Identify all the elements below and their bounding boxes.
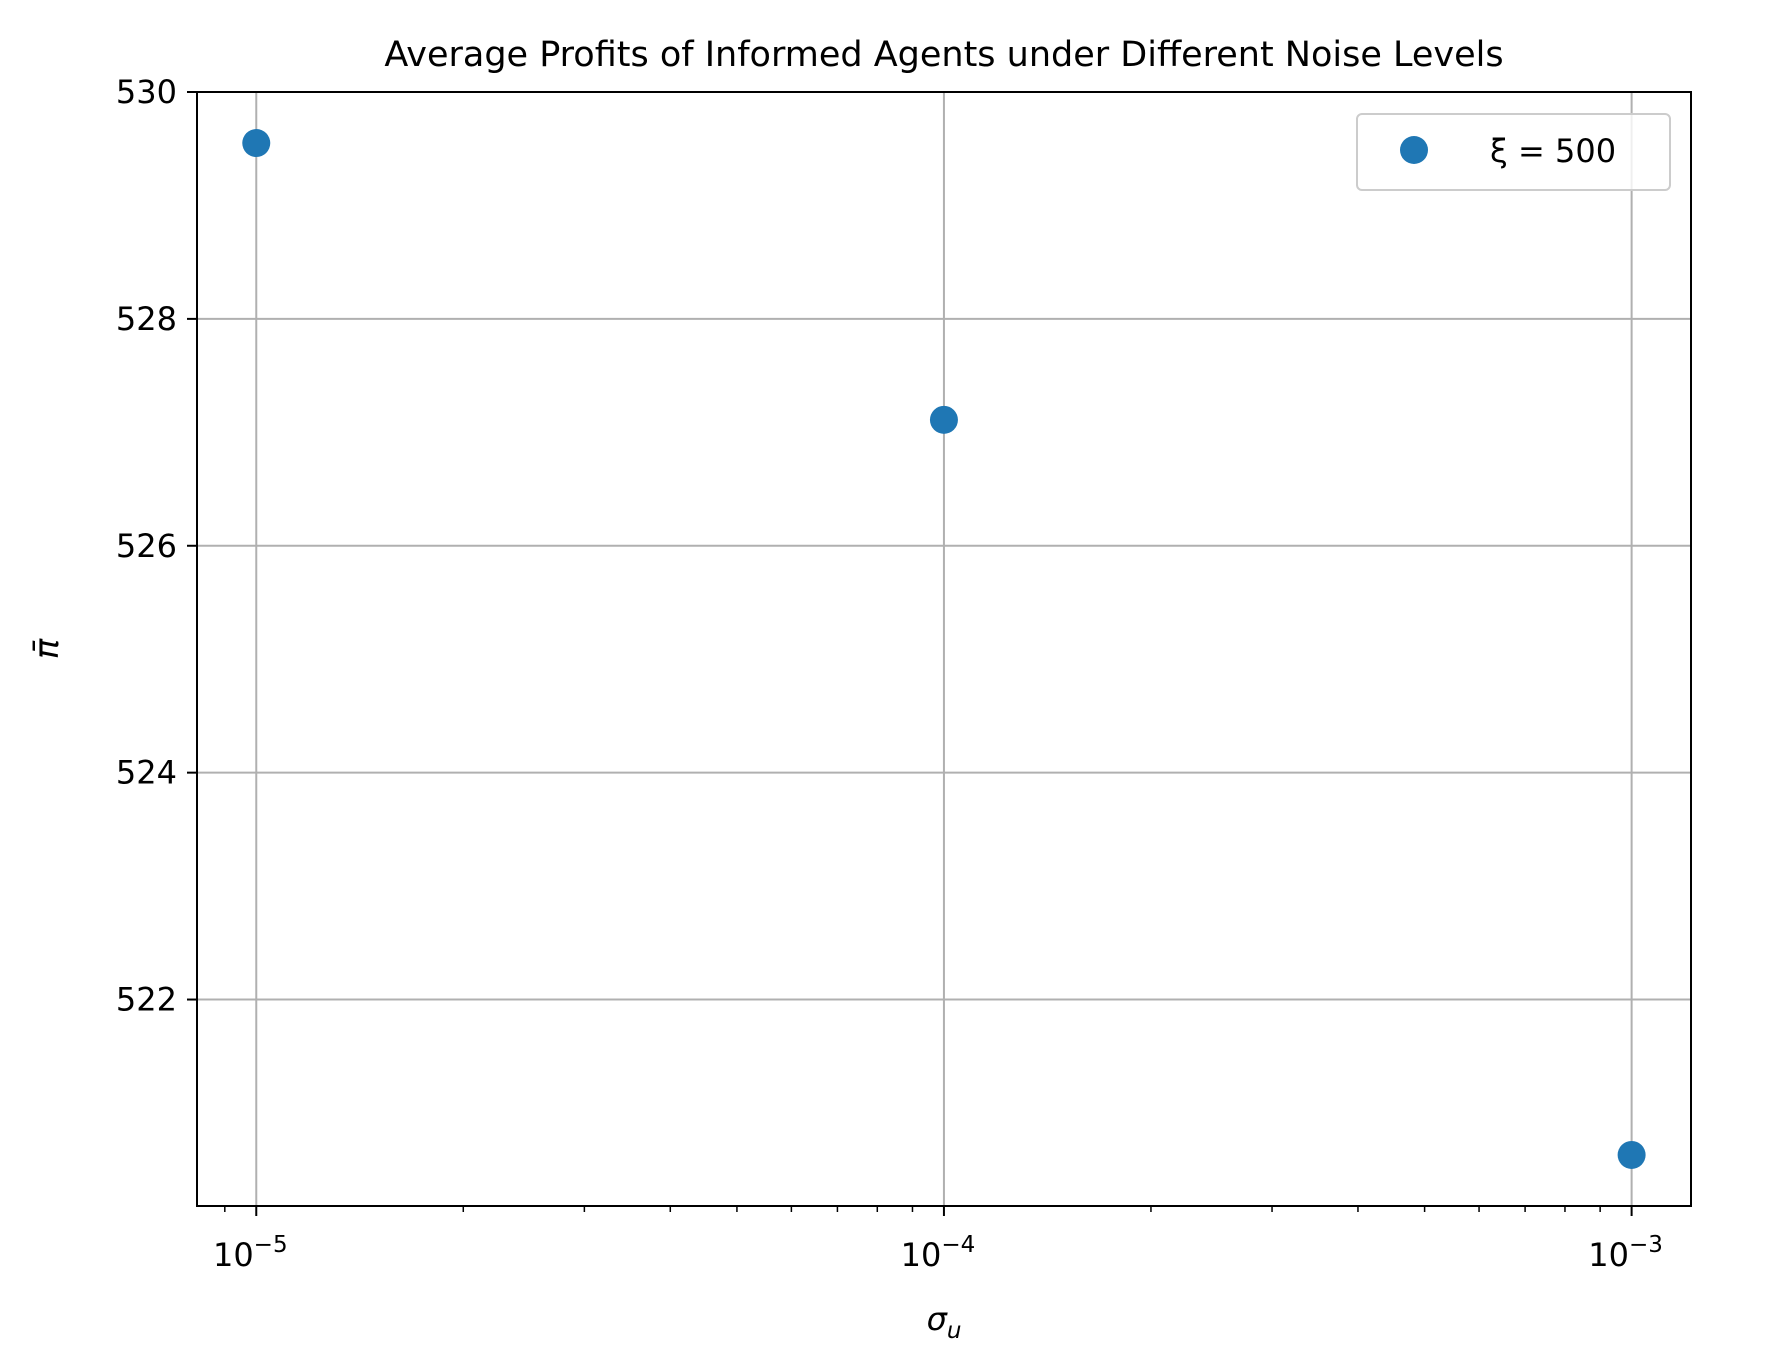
x-axis-label-subscript: u (947, 1318, 962, 1344)
data-point (929, 405, 958, 434)
x-axis-label: σu (927, 1300, 962, 1344)
x-tick-label-exponent: −4 (941, 1232, 975, 1258)
x-tick-label-base: 10 (213, 1236, 254, 1274)
data-point (242, 129, 271, 158)
x-tick-label-exponent: −3 (1629, 1232, 1663, 1258)
x-axis-ticks: 10−5 10−4 10−3 (213, 1206, 1663, 1274)
y-tick-label: 526 (116, 527, 177, 565)
x-tick-label: 10−3 (1588, 1232, 1663, 1274)
x-tick-label-base: 10 (901, 1236, 942, 1274)
legend: ξ = 500 (1356, 113, 1671, 191)
y-axis-ticks: 522 524 526 528 530 (116, 73, 197, 1019)
x-tick-label-base: 10 (1588, 1236, 1629, 1274)
data-point (1617, 1140, 1646, 1169)
x-tick-label-exponent: −5 (254, 1232, 288, 1258)
x-tick-label: 10−4 (901, 1232, 976, 1274)
x-tick-label: 10−5 (213, 1232, 288, 1274)
legend-marker (1400, 136, 1428, 164)
plot-frame (196, 91, 1692, 1207)
y-tick-label: 528 (116, 300, 177, 338)
legend-label: ξ = 500 (1490, 132, 1616, 170)
legend-box (1356, 113, 1671, 191)
y-tick-label: 530 (116, 73, 177, 111)
y-axis-label: π̄ (27, 638, 67, 659)
data-points (242, 129, 1646, 1169)
y-tick-label: 522 (116, 981, 177, 1019)
y-tick-label: 524 (116, 754, 177, 792)
x-axis-label-main: σ (927, 1300, 949, 1338)
chart-title: Average Profits of Informed Agents under… (384, 35, 1503, 75)
grid-lines (197, 92, 1691, 1206)
